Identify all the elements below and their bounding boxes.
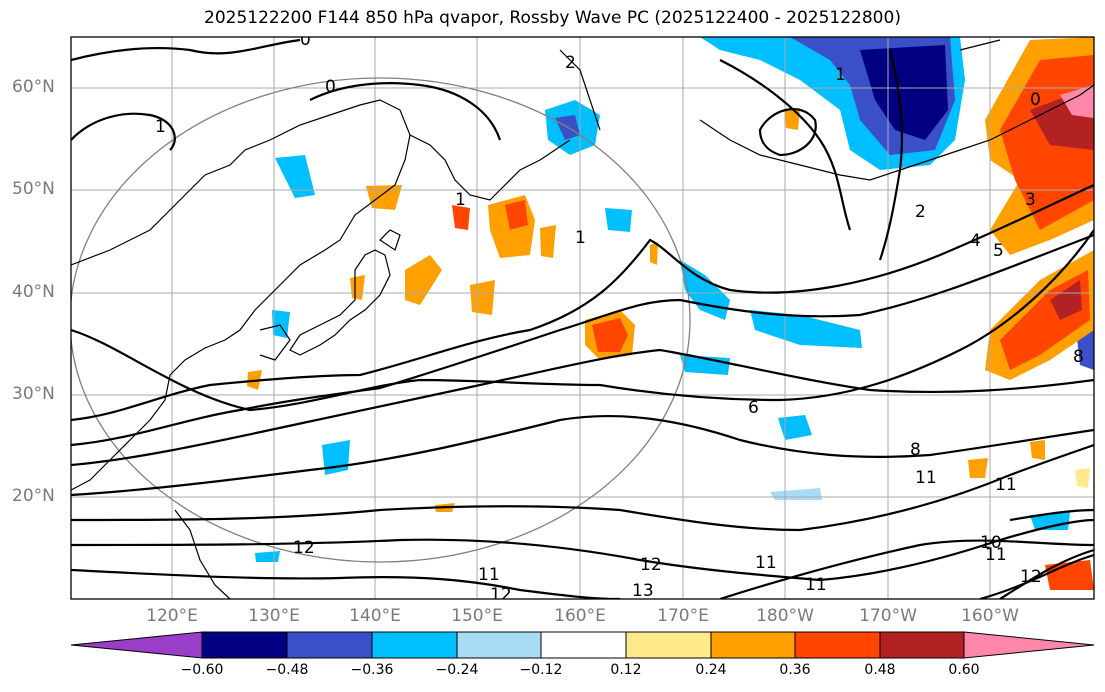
contour-label: 11 (915, 468, 937, 488)
colorbar-tick: −0.36 (350, 662, 394, 678)
lon-label: 120°E (146, 606, 198, 626)
contour-label: 12 (1020, 567, 1042, 587)
lat-label: 40°N (12, 282, 55, 302)
contour-label: 12 (640, 555, 662, 575)
contour-label: 8 (910, 440, 921, 460)
map-frame (70, 36, 1095, 600)
lon-label: 130°E (248, 606, 300, 626)
colorbar-tick: −0.60 (180, 662, 224, 678)
lon-label: 160°E (554, 606, 606, 626)
colorbar-bin (625, 631, 712, 659)
map-title: 2025122200 F144 850 hPa qvapor, Rossby W… (204, 8, 901, 28)
lon-label: 140°E (349, 606, 401, 626)
contour-label: 1 (575, 228, 586, 248)
contour-label: 4 (970, 231, 981, 251)
contour-label: 0 (1030, 90, 1041, 110)
contour-label: 6 (748, 398, 759, 418)
contour-label: 0 (325, 77, 336, 97)
contour-label: 1 (155, 117, 166, 137)
contour-label: 1 (835, 65, 846, 85)
colorbar-bin (201, 631, 288, 659)
lon-label: 150°E (451, 606, 503, 626)
colorbar-tick: 0.24 (695, 662, 727, 678)
contour-label: 5 (993, 241, 1004, 261)
lon-label: 170°W (859, 606, 917, 626)
contour-label: 13 (632, 581, 654, 601)
positive-anomaly-shading (247, 37, 1094, 590)
colorbar-bin (540, 631, 627, 659)
contour-label: 0 (300, 30, 311, 50)
colorbar-tick: −0.48 (265, 662, 309, 678)
colorbar-bin (371, 631, 458, 659)
contour-label: 8 (1073, 347, 1084, 367)
contour-label: 11 (995, 475, 1017, 495)
colorbar-extend-high (963, 631, 1095, 659)
lon-label: 160°W (961, 606, 1019, 626)
contour-label: 1 (455, 190, 466, 210)
map-plot: 0 0 0 1 1 1 1 2 2 3 4 5 6 8 8 10 11 11 1… (71, 30, 1094, 605)
contour-labels: 0 0 0 1 1 1 1 2 2 3 4 5 6 8 8 10 11 11 1… (155, 30, 1084, 605)
contour-label: 11 (985, 545, 1007, 565)
colorbar-bin (879, 631, 965, 659)
colorbar-bin (286, 631, 373, 659)
lat-label: 60°N (12, 77, 55, 97)
lon-label: 170°E (657, 606, 709, 626)
contour-lines (71, 38, 1094, 599)
colorbar-tick: −0.12 (519, 662, 563, 678)
analysis-region-circle (71, 77, 691, 563)
contour-label: 11 (755, 553, 777, 573)
colorbar-tick: 0.12 (610, 662, 642, 678)
colorbar-extend-low (70, 631, 203, 659)
coastlines (71, 39, 1094, 599)
contour-label: 11 (478, 565, 500, 585)
colorbar (70, 631, 1095, 659)
colorbar-tick: 0.48 (864, 662, 896, 678)
lat-label: 30°N (12, 384, 55, 404)
lat-label: 50°N (12, 179, 55, 199)
contour-label: 2 (915, 202, 926, 222)
colorbar-tick: 0.36 (779, 662, 811, 678)
contour-label: 3 (1025, 190, 1036, 210)
colorbar-bin (710, 631, 796, 659)
lat-label: 20°N (12, 486, 55, 506)
contour-label: 11 (805, 575, 827, 595)
colorbar-bin (456, 631, 542, 659)
colorbar-tick: −0.24 (435, 662, 479, 678)
colorbar-tick: 0.60 (948, 662, 980, 678)
colorbar-bin (794, 631, 881, 659)
contour-label: 12 (293, 538, 315, 558)
contour-label: 2 (565, 53, 576, 73)
contour-label: 10 (980, 533, 1002, 553)
lon-label: 180°W (756, 606, 814, 626)
contour-label: 12 (490, 585, 512, 605)
